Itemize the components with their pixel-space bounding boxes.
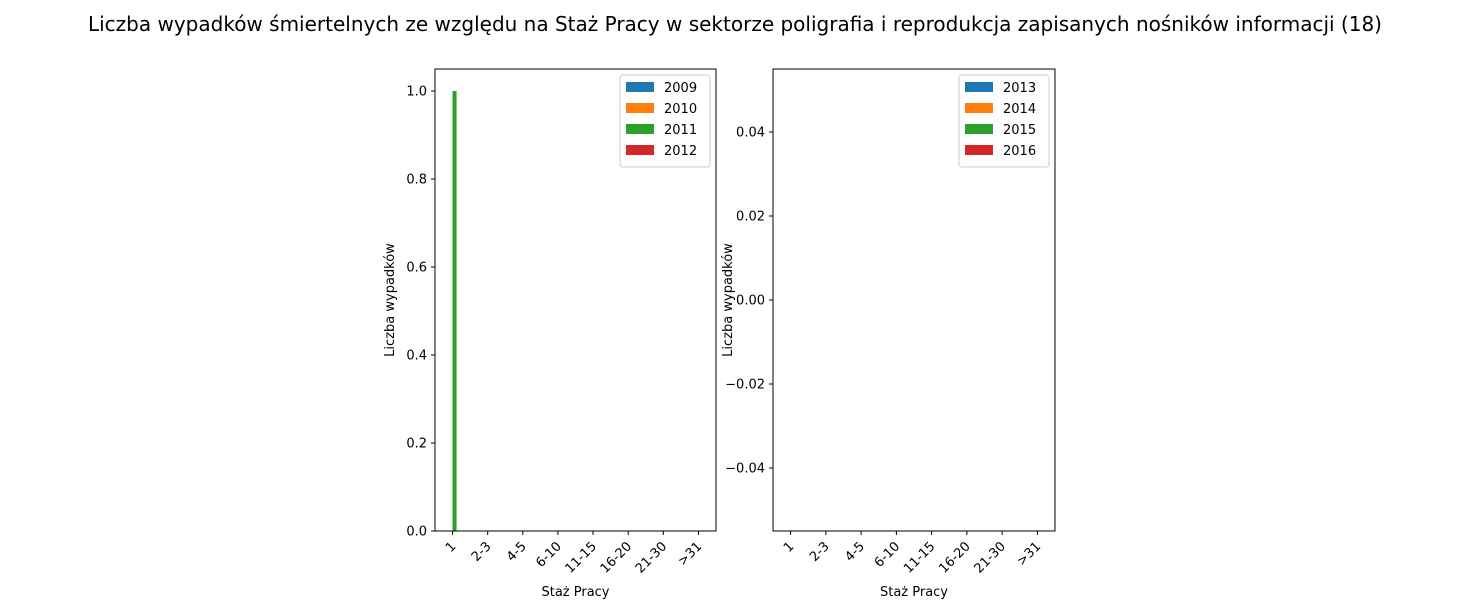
legend-swatch (965, 145, 993, 155)
legend: 2009 2010 2011 2012 (619, 74, 711, 168)
x-tick-label: 11-15 (901, 539, 938, 576)
legend-swatch (626, 124, 654, 134)
legend-swatch (965, 103, 993, 113)
chart-panel-2: −0.04 −0.02 0.00 0.02 0.04 1 2-3 4-5 6-1011-1516… (721, 68, 1056, 600)
y-tick-label: −0.02 (725, 378, 765, 393)
y-tick-label: 0.0 (406, 525, 427, 540)
y-tick-label: 0.4 (406, 349, 427, 364)
chart-panel-1: 0.00.20.40.60.81.01 2-3 4-5 6-1011-1516-202… (383, 68, 717, 600)
x-tick-label: 6-10 (533, 539, 564, 570)
x-tick-label: >31 (1014, 539, 1044, 569)
x-tick-label: 11-15 (563, 539, 600, 576)
legend-label: 2016 (1003, 144, 1036, 159)
legend-label: 2009 (664, 81, 697, 96)
x-tick-label: >31 (675, 539, 705, 569)
y-tick-label: −0.04 (725, 462, 765, 477)
y-tick-label: 0.2 (406, 437, 427, 452)
chart-panels: 0.00.20.40.60.81.01 2-3 4-5 6-1011-1516-202… (383, 68, 1056, 600)
y-tick-label: 0.04 (736, 126, 765, 141)
legend-label: 2011 (664, 123, 697, 138)
plot-frame (434, 68, 717, 532)
x-axis-label: Staż Pracy (541, 585, 609, 600)
y-tick-label: 0.8 (406, 173, 427, 188)
chart-title: Liczba wypadków śmiertelnych ze względu … (88, 12, 1382, 36)
y-tick-label: 0.00 (736, 294, 765, 309)
x-tick-label: 16-20 (598, 539, 635, 576)
x-tick-label: 21-30 (972, 539, 1009, 576)
x-tick-label: 21-30 (633, 539, 670, 576)
x-tick-label: 4-5 (842, 539, 868, 565)
y-axis-label: Liczba wypadków (721, 243, 736, 357)
legend-box (619, 74, 711, 168)
legend-label: 2010 (664, 102, 697, 117)
x-tick-label: 2-3 (807, 539, 833, 565)
legend-swatch (965, 82, 993, 92)
x-tick-label: 6-10 (872, 539, 903, 570)
y-tick-label: 0.02 (736, 210, 765, 225)
x-tick-label: 16-20 (936, 539, 973, 576)
legend-box (958, 74, 1050, 168)
x-tick-label: 1 (443, 539, 459, 555)
y-axis-label: Liczba wypadków (383, 243, 398, 357)
x-tick-label: 4-5 (504, 539, 530, 565)
x-tick-label: 2-3 (469, 539, 495, 565)
legend-swatch (965, 124, 993, 134)
legend-label: 2015 (1003, 123, 1036, 138)
y-tick-label: 0.6 (406, 261, 427, 276)
y-tick-label: 1.0 (406, 85, 427, 100)
legend-swatch (626, 103, 654, 113)
x-axis-label: Staż Pracy (880, 585, 948, 600)
legend: 2013 2014 2015 2016 (958, 74, 1050, 168)
legend-label: 2013 (1003, 81, 1036, 96)
legend-label: 2014 (1003, 102, 1036, 117)
legend-swatch (626, 145, 654, 155)
x-tick-label: 1 (781, 539, 797, 555)
legend-swatch (626, 82, 654, 92)
bar-2011-1 (452, 91, 457, 531)
legend-label: 2012 (664, 144, 697, 159)
